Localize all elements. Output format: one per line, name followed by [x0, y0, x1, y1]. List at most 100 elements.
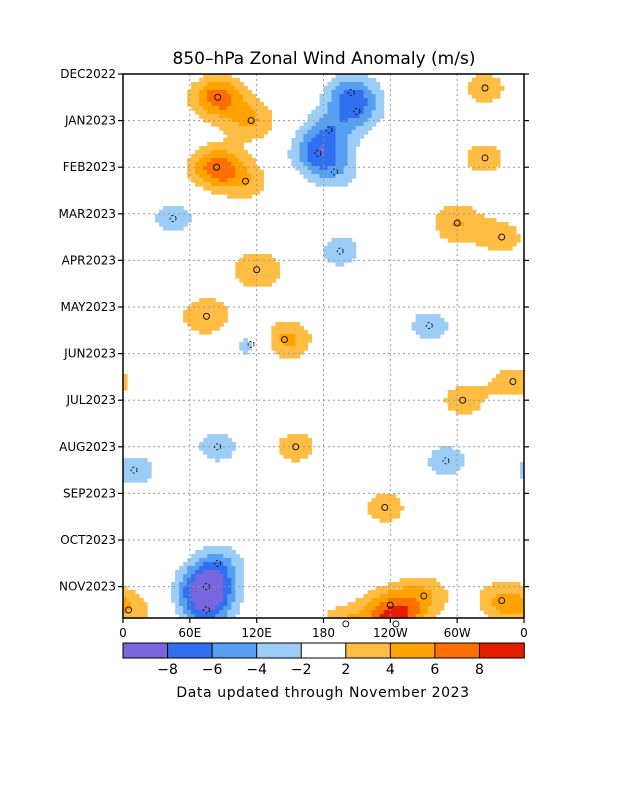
- anomaly-cell: [375, 610, 381, 615]
- anomaly-cell: [231, 186, 236, 191]
- anomaly-cell: [487, 78, 493, 83]
- anomaly-cell: [227, 586, 232, 591]
- anomaly-cell: [267, 270, 272, 275]
- anomaly-cell: [343, 110, 349, 115]
- anomaly-cell: [223, 182, 228, 187]
- anomaly-cell: [371, 514, 377, 519]
- anomaly-cell: [287, 326, 293, 331]
- anomaly-cell: [203, 102, 208, 107]
- anomaly-cell: [455, 406, 461, 411]
- anomaly-cell: [219, 90, 224, 95]
- anomaly-cell: [159, 218, 164, 223]
- anomaly-cell: [443, 230, 449, 235]
- anomaly-cell: [211, 114, 216, 119]
- anomaly-cell: [187, 166, 192, 171]
- anomaly-cell: [475, 150, 481, 155]
- anomaly-cell: [331, 78, 337, 83]
- anomaly-cell: [215, 158, 220, 163]
- anomaly-cell: [127, 610, 132, 615]
- anomaly-cell: [479, 90, 485, 95]
- anomaly-center: [314, 149, 322, 157]
- anomaly-cell: [227, 154, 232, 159]
- anomaly-cell: [127, 598, 132, 603]
- anomaly-cell: [391, 498, 397, 503]
- anomaly-cell: [375, 98, 381, 103]
- anomaly-cell: [499, 378, 505, 383]
- anomaly-cell: [431, 454, 437, 459]
- anomaly-cell: [255, 274, 260, 279]
- anomaly-cell: [207, 82, 212, 87]
- anomaly-cell: [163, 206, 168, 211]
- anomaly-cell: [371, 502, 377, 507]
- anomaly-cell: [255, 186, 260, 191]
- anomaly-cell: [239, 278, 244, 283]
- x-tick-label: 0: [520, 626, 528, 640]
- anomaly-cell: [323, 150, 329, 155]
- anomaly-center: [386, 601, 394, 609]
- anomaly-cell: [231, 586, 236, 591]
- anomaly-cell: [127, 602, 132, 607]
- anomaly-cell: [319, 134, 325, 139]
- anomaly-cell: [259, 110, 264, 115]
- anomaly-cell: [443, 450, 449, 455]
- anomaly-cell: [219, 602, 224, 607]
- anomaly-cell: [387, 610, 393, 615]
- anomaly-cell: [519, 610, 525, 615]
- anomaly-cell: [287, 354, 293, 359]
- anomaly-cell: [471, 146, 477, 151]
- anomaly-cell: [223, 554, 228, 559]
- anomaly-cell: [499, 86, 505, 91]
- anomaly-cell: [367, 114, 373, 119]
- anomaly-cell: [407, 578, 413, 583]
- anomaly-cell: [163, 222, 168, 227]
- anomaly-cell: [327, 94, 333, 99]
- anomaly-cell: [203, 314, 208, 319]
- anomaly-cell: [195, 314, 200, 319]
- anomaly-cell: [123, 378, 128, 383]
- anomaly-cell: [263, 266, 268, 271]
- anomaly-cell: [447, 406, 453, 411]
- anomaly-cell: [499, 386, 505, 391]
- anomaly-cell: [295, 322, 301, 327]
- anomaly-cell: [307, 166, 313, 171]
- anomaly-cell: [295, 158, 301, 163]
- anomaly-cell: [335, 154, 341, 159]
- anomaly-cell: [207, 610, 212, 615]
- anomaly-cell: [447, 226, 453, 231]
- anomaly-cell: [427, 322, 433, 327]
- anomaly-cell: [399, 590, 405, 595]
- anomaly-cell: [495, 162, 501, 167]
- anomaly-center: [130, 466, 138, 474]
- anomaly-cell: [255, 278, 260, 283]
- colorbar-swatch: [122, 642, 169, 659]
- anomaly-cell: [267, 126, 272, 131]
- anomaly-cell: [191, 302, 196, 307]
- anomaly-cell: [231, 582, 236, 587]
- anomaly-cell: [283, 338, 289, 343]
- anomaly-cell: [319, 138, 325, 143]
- anomaly-cell: [439, 466, 445, 471]
- anomaly-cell: [519, 470, 525, 475]
- anomaly-cell: [435, 218, 441, 223]
- anomaly-cell: [375, 606, 381, 611]
- anomaly-cell: [227, 614, 232, 619]
- anomaly-cell: [399, 602, 405, 607]
- anomaly-cell: [475, 166, 481, 171]
- anomaly-cell: [215, 318, 220, 323]
- anomaly-cell: [215, 438, 220, 443]
- anomaly-cell: [347, 178, 353, 183]
- anomaly-center: [169, 215, 177, 222]
- anomaly-cell: [303, 162, 309, 167]
- anomaly-cell: [331, 146, 337, 151]
- anomaly-cell: [195, 322, 200, 327]
- anomaly-cell: [195, 550, 200, 555]
- anomaly-cell: [235, 274, 240, 279]
- anomaly-cell: [207, 306, 212, 311]
- anomaly-cell: [351, 90, 357, 95]
- anomaly-cell: [187, 606, 192, 611]
- anomaly-cell: [319, 102, 325, 107]
- anomaly-cell: [199, 166, 204, 171]
- anomaly-cell: [207, 566, 212, 571]
- anomaly-cell: [351, 154, 357, 159]
- anomaly-cell: [315, 118, 321, 123]
